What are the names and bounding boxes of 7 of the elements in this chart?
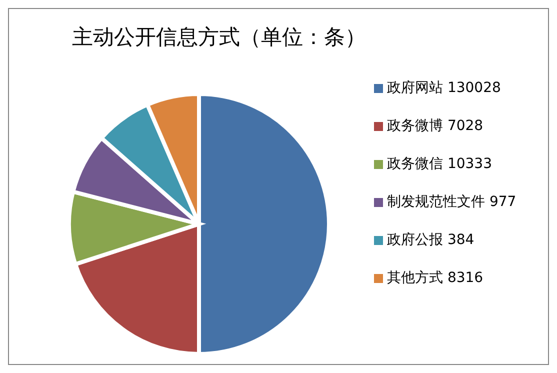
legend-label: 政务微信 10333 (387, 156, 492, 172)
legend-label: 政府网站 130028 (387, 80, 501, 96)
legend-label: 制发规范性文件 977 (387, 194, 516, 210)
legend-label: 政府公报 384 (387, 232, 474, 248)
legend-label: 政务微博 7028 (387, 118, 484, 134)
legend-label: 其他方式 8316 (387, 270, 484, 286)
chart-title: 主动公开信息方式（单位：条） (71, 24, 367, 51)
